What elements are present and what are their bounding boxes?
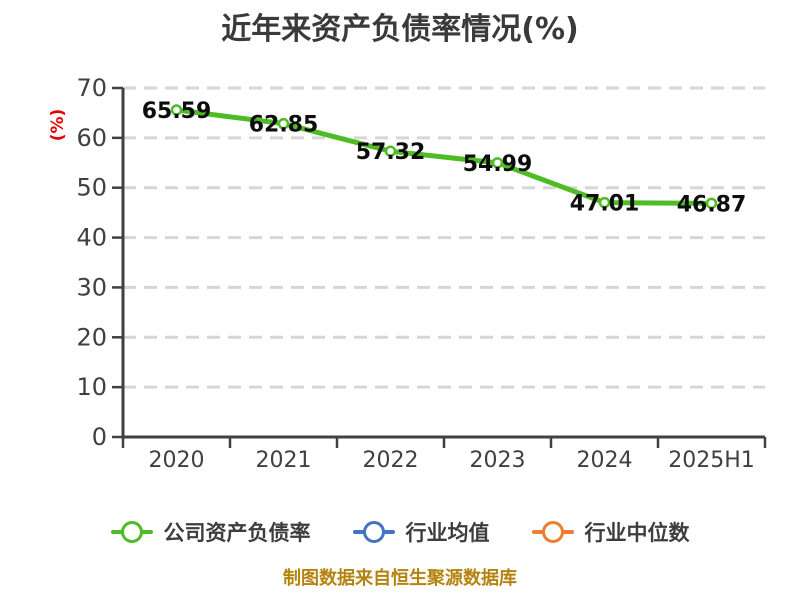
data-source-note: 制图数据来自恒生聚源数据库 <box>283 568 517 589</box>
y-tick-label: 30 <box>76 273 107 301</box>
legend-marker-blue-icon <box>352 519 395 545</box>
data-point-marker <box>170 104 183 116</box>
x-tick-label: 2021 <box>256 448 312 473</box>
data-point-marker <box>705 197 718 210</box>
y-tick-label: 50 <box>76 174 107 202</box>
y-tick-label: 40 <box>76 224 107 252</box>
x-tick-label: 2022 <box>363 448 419 473</box>
legend-item-industry-mean[interactable]: 行业均值 <box>352 517 490 547</box>
legend: 公司资产负债率 行业均值 行业中位数 <box>0 517 800 547</box>
data-label: 62.85 <box>249 113 319 138</box>
x-tick-label: 2023 <box>470 448 526 473</box>
legend-dot-icon <box>120 521 143 543</box>
legend-label: 行业均值 <box>405 521 490 545</box>
chart-title: 近年来资产负债率情况(%) <box>221 12 579 47</box>
x-tick-label: 2024 <box>577 448 633 473</box>
data-point-marker <box>491 157 504 169</box>
data-label: 47.01 <box>570 192 640 217</box>
x-tick-label: 2020 <box>149 448 205 473</box>
y-axis-unit-label: (%) <box>48 109 68 142</box>
legend-item-industry-median[interactable]: 行业中位数 <box>531 517 690 547</box>
y-tick-label: 20 <box>76 323 107 351</box>
legend-label: 行业中位数 <box>584 521 690 545</box>
data-point-marker <box>384 145 397 157</box>
y-tick-label: 60 <box>76 124 107 152</box>
y-tick-label: 70 <box>76 74 107 102</box>
legend-label: 公司资产负债率 <box>163 521 311 545</box>
y-tick-label: 0 <box>92 423 107 451</box>
data-label: 46.87 <box>677 192 747 217</box>
data-label: 57.32 <box>356 140 426 165</box>
legend-marker-green-icon <box>110 519 153 545</box>
data-point-marker <box>277 117 290 130</box>
x-tick-label: 2025H1 <box>668 448 755 473</box>
legend-item-company-ratio[interactable]: 公司资产负债率 <box>110 517 311 547</box>
legend-marker-orange-icon <box>531 519 574 545</box>
series-line <box>174 107 714 206</box>
data-label: 65.59 <box>142 99 212 124</box>
y-tick-label: 10 <box>76 373 107 401</box>
legend-dot-icon <box>541 521 564 543</box>
legend-dot-icon <box>362 521 385 543</box>
data-label: 54.99 <box>463 152 533 177</box>
data-point-marker <box>598 196 611 209</box>
